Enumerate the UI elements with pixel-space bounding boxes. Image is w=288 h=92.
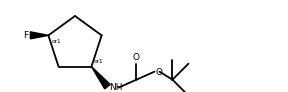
Polygon shape xyxy=(30,32,48,39)
Text: NH: NH xyxy=(109,83,123,92)
Text: F: F xyxy=(23,31,29,40)
Text: or1: or1 xyxy=(94,59,103,64)
Polygon shape xyxy=(92,67,110,89)
Text: O: O xyxy=(156,68,162,77)
Text: O: O xyxy=(133,53,140,62)
Text: or1: or1 xyxy=(51,39,61,44)
